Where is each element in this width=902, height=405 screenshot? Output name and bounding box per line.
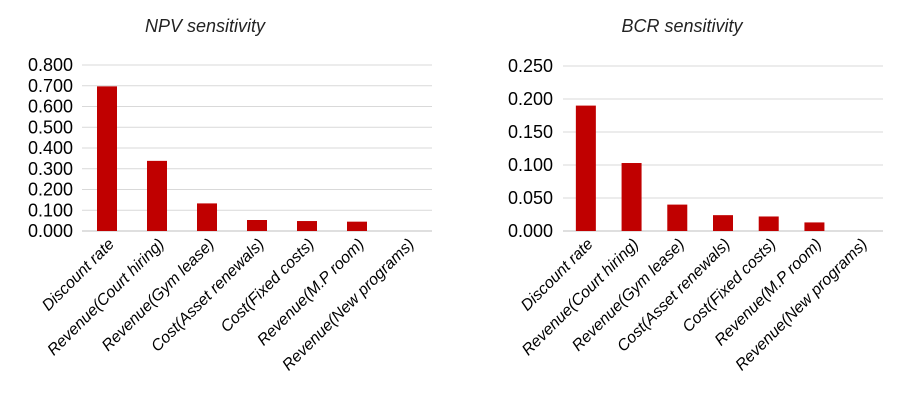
- npv-bar: [297, 221, 317, 231]
- npv-y-tick-label: 0.600: [28, 97, 73, 117]
- bcr-chart-title: BCR sensitivity: [621, 16, 743, 36]
- bcr-chart-svg: BCR sensitivity 0.000 0.050 0.100 0.150 0.200…: [508, 16, 883, 374]
- npv-sensitivity-chart: NPV sensitivity 0.000 0.100 0.200 0.300 0.400…: [28, 16, 432, 374]
- npv-bar: [347, 221, 367, 231]
- bcr-bar: [667, 204, 688, 231]
- npv-chart-title: NPV sensitivity: [145, 16, 266, 36]
- npv-x-tick-label: Cost(Fixed costs): [218, 236, 318, 336]
- bcr-y-tick-label: 0.250: [508, 56, 553, 76]
- npv-bar: [197, 203, 217, 231]
- npv-y-tick-label: 0.100: [28, 200, 73, 220]
- bcr-bar: [575, 105, 596, 231]
- bcr-bar: [804, 222, 825, 231]
- bcr-bar: [713, 215, 733, 231]
- npv-y-tick-label: 0.400: [28, 138, 73, 158]
- bcr-y-tick-label: 0.000: [508, 221, 553, 241]
- npv-bar: [97, 86, 117, 231]
- npv-chart-svg: NPV sensitivity 0.0000.1000.2000.3000.400…: [28, 16, 432, 374]
- bcr-y-tick-label: 0.200: [508, 89, 553, 109]
- bcr-y-tick-label: 0.150: [508, 122, 553, 142]
- npv-y-tick-label: 0.800: [28, 55, 73, 75]
- npv-y-tick-label: 0.300: [28, 159, 73, 179]
- npv-bar: [247, 220, 267, 231]
- npv-y-tick-label: 0.200: [28, 180, 73, 200]
- bcr-bar: [758, 216, 779, 231]
- npv-y-tick-label: 0.700: [28, 76, 73, 96]
- bcr-y-tick-label: 0.100: [508, 155, 553, 175]
- npv-y-tick-label: 0.000: [28, 221, 73, 241]
- bcr-sensitivity-chart: BCR sensitivity 0.000 0.050 0.100 0.150 0.200…: [451, 0, 902, 405]
- npv-y-tick-label: 0.500: [28, 117, 73, 137]
- bcr-bar: [621, 163, 642, 231]
- bcr-y-tick-label: 0.050: [508, 188, 553, 208]
- npv-bar: [147, 160, 167, 231]
